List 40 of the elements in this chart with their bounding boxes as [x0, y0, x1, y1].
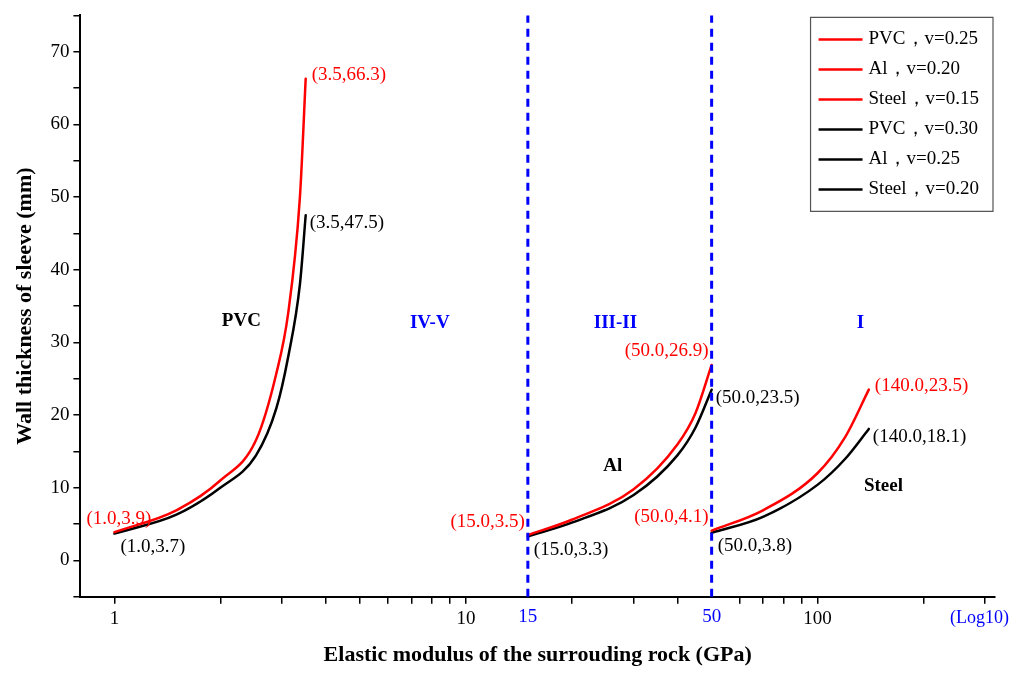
ref-line-label: 50	[702, 605, 722, 627]
data-label: (50.0,3.8)	[717, 534, 793, 557]
legend-label: Al，v=0.25	[868, 147, 961, 169]
y-tick-label: 40	[50, 257, 70, 279]
annotation: I	[856, 311, 865, 333]
annotation: Steel	[863, 474, 903, 496]
data-label: (3.5,47.5)	[309, 211, 385, 234]
y-tick-label: 0	[59, 548, 70, 570]
y-tick-label: 20	[50, 403, 70, 425]
legend-label: Steel，v=0.15	[868, 87, 980, 109]
legend-label: PVC，v=0.30	[868, 117, 978, 139]
legend-label: PVC，v=0.25	[868, 27, 978, 49]
y-tick-label: 10	[50, 475, 70, 497]
data-label: (50.0,23.5)	[715, 385, 800, 408]
data-label: (140.0,23.5)	[874, 374, 969, 397]
y-tick-label: 50	[50, 185, 70, 207]
annotation: PVC	[221, 308, 261, 330]
annotation: III-II	[593, 311, 638, 333]
y-tick-label: 30	[50, 330, 70, 352]
legend-label: Steel，v=0.20	[868, 177, 980, 199]
data-label: (50.0,26.9)	[624, 339, 709, 362]
data-label: (50.0,4.1)	[634, 505, 709, 528]
data-label: (3.5,66.3)	[311, 63, 387, 86]
legend-label: Al，v=0.20	[868, 57, 961, 79]
text: (Log10)	[950, 606, 1009, 628]
y-tick-label: 70	[50, 39, 70, 61]
x-tick-label: 10	[456, 607, 476, 629]
y-axis-title: Wall thickness of sleeve (mm)	[10, 167, 36, 445]
data-label: (1.0,3.7)	[120, 535, 186, 558]
x-tick-label: 1	[109, 607, 120, 629]
ref-line-label: 15	[518, 605, 538, 627]
y-tick-label: 60	[50, 112, 70, 134]
annotation: IV-V	[409, 311, 450, 333]
data-label: (15.0,3.5)	[450, 509, 525, 532]
data-label: (140.0,18.1)	[872, 424, 967, 447]
data-label: (15.0,3.3)	[533, 537, 609, 560]
x-tick-label: 100	[803, 607, 832, 629]
x-axis-title: Elastic modulus of the surrouding rock (GPa)	[323, 641, 752, 667]
data-label: (1.0,3.9)	[86, 506, 152, 529]
annotation: Al	[603, 453, 623, 475]
